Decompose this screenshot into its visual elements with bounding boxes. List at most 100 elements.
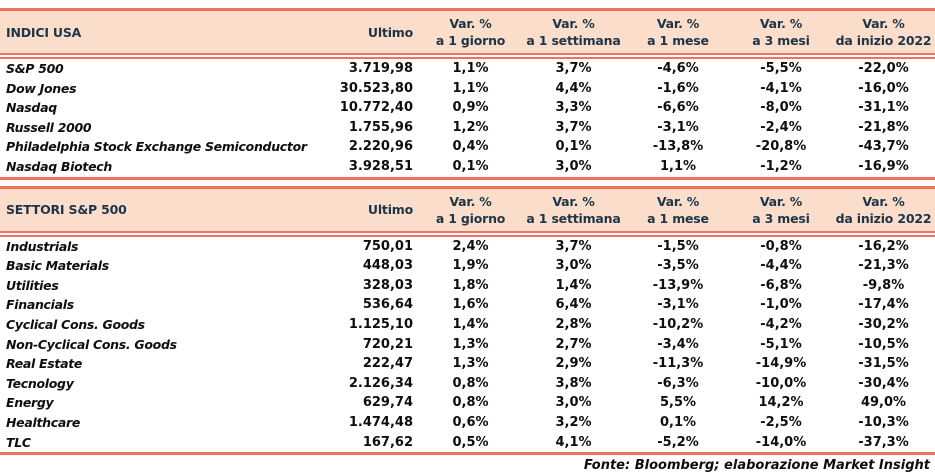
column-header-var-1-mese: Var. % a 1 mese — [626, 185, 730, 237]
var-value-3: -14,0% — [755, 434, 807, 450]
row-label: Industrials — [6, 238, 79, 254]
var-percent-label: Var. % — [552, 193, 595, 209]
var-value-1: 3,0% — [555, 258, 592, 274]
column-header-ultimo: Ultimo — [335, 185, 420, 237]
ultimo-value: 10.772,40 — [339, 100, 413, 116]
var-value-3: -20,8% — [755, 139, 807, 155]
var-value-0: 1,1% — [452, 80, 489, 96]
var-value-4: 49,0% — [860, 395, 907, 411]
var-value-3: -4,1% — [760, 80, 802, 96]
row-label: TLC — [6, 434, 31, 450]
var-value-1: 3,2% — [555, 414, 592, 430]
ultimo-value: 720,21 — [362, 336, 413, 352]
var-value-0: 1,2% — [452, 119, 489, 135]
column-header-var-1-giorno: Var. % a 1 giorno — [420, 185, 521, 237]
var-value-1: 2,9% — [555, 356, 592, 372]
section-title-settori-sp500: SETTORI S&P 500 — [0, 185, 335, 237]
column-header-var-1-settimana: Var. % a 1 settimana — [521, 185, 626, 237]
column-header-var-1-mese: Var. % a 1 mese — [626, 8, 730, 59]
var-value-3: -5,5% — [760, 61, 802, 76]
column-header-var-1-giorno: Var. % a 1 giorno — [420, 8, 521, 59]
row-label: Dow Jones — [6, 80, 77, 96]
var-value-4: -37,3% — [858, 434, 909, 450]
ultimo-value: 328,03 — [362, 277, 413, 293]
table-row: Utilities 328,03 1,8% 1,4% -13,9% -6,8% -9,8% — [0, 276, 935, 296]
var-value-0: 0,8% — [452, 395, 489, 411]
ultimo-value: 629,74 — [362, 395, 413, 411]
table-row: Energy 629,74 0,8% 3,0% 5,5% 14,2% 49,0% — [0, 393, 935, 413]
var-percent-label: Var. % — [449, 16, 492, 31]
var-period-label: a 1 settimana — [526, 33, 621, 48]
column-header-var-1-settimana: Var. % a 1 settimana — [521, 8, 626, 59]
var-value-1: 3,8% — [555, 375, 592, 391]
column-header-var-inizio-2022: Var. % da inizio 2022 — [832, 185, 935, 237]
var-value-4: -16,2% — [858, 238, 909, 254]
ultimo-value: 167,62 — [362, 434, 413, 450]
var-value-4: -43,7% — [858, 139, 909, 155]
var-period-label: a 1 settimana — [526, 210, 621, 226]
var-value-1: 3,7% — [555, 61, 592, 76]
table-row: Philadelphia Stock Exchange Semiconducto… — [0, 137, 935, 157]
table-row: Financials 536,64 1,6% 6,4% -3,1% -1,0% -17,4% — [0, 295, 935, 315]
var-value-1: 2,7% — [555, 336, 592, 352]
var-percent-label: Var. % — [552, 16, 595, 31]
table-row: S&P 500 3.719,98 1,1% 3,7% -4,6% -5,5% -22,0% — [0, 59, 935, 79]
var-period-label: da inizio 2022 — [835, 210, 932, 226]
indici-usa-body: S&P 500 3.719,98 1,1% 3,7% -4,6% -5,5% -22,0% D… — [0, 59, 935, 177]
ultimo-value: 3.719,98 — [348, 61, 413, 76]
row-label: Basic Materials — [6, 258, 109, 274]
var-value-4: -10,3% — [858, 414, 909, 430]
var-percent-label: Var. % — [656, 16, 700, 31]
row-label: Non-Cyclical Cons. Goods — [6, 336, 177, 352]
settori-sp500-body: Industrials 750,01 2,4% 3,7% -1,5% -0,8% -16,2… — [0, 237, 935, 453]
ultimo-value: 1.474,48 — [348, 414, 413, 430]
var-value-2: -13,8% — [652, 139, 704, 155]
var-value-0: 1,1% — [452, 61, 489, 76]
var-value-4: -22,0% — [858, 61, 909, 76]
row-label: Healthcare — [6, 414, 81, 430]
var-percent-label: Var. % — [759, 16, 803, 31]
var-value-1: 3,0% — [555, 395, 592, 411]
var-value-0: 1,3% — [452, 336, 489, 352]
var-value-2: -11,3% — [652, 356, 704, 372]
ultimo-value: 3.928,51 — [348, 158, 413, 174]
var-percent-label: Var. % — [862, 193, 905, 209]
column-header-var-inizio-2022: Var. % da inizio 2022 — [832, 8, 935, 59]
table-row: Nasdaq 10.772,40 0,9% 3,3% -6,6% -8,0% -31,1% — [0, 98, 935, 118]
var-value-0: 1,8% — [452, 277, 489, 293]
var-value-4: -21,8% — [858, 119, 909, 135]
row-label: Financials — [6, 297, 74, 313]
ultimo-value: 222,47 — [362, 356, 413, 372]
var-value-3: -2,5% — [760, 414, 802, 430]
var-value-4: -31,1% — [858, 100, 909, 116]
var-value-0: 1,9% — [452, 258, 489, 274]
var-value-2: 5,5% — [659, 395, 697, 411]
var-period-label: a 3 mesi — [752, 210, 810, 226]
var-value-3: -8,0% — [760, 100, 802, 116]
var-value-2: -5,2% — [657, 434, 699, 450]
var-value-0: 0,8% — [452, 375, 489, 391]
var-value-4: -17,4% — [858, 297, 909, 313]
var-value-3: -14,9% — [755, 356, 807, 372]
table-row: Tecnology 2.126,34 0,8% 3,8% -6,3% -10,0% -30,… — [0, 374, 935, 394]
var-value-0: 0,9% — [452, 100, 489, 116]
row-label: Energy — [6, 395, 54, 411]
column-header-ultimo: Ultimo — [335, 8, 420, 59]
var-value-2: -3,1% — [657, 119, 699, 135]
var-percent-label: Var. % — [759, 193, 803, 209]
table-row: Cyclical Cons. Goods 1.125,10 1,4% 2,8% -10,… — [0, 315, 935, 335]
var-period-label: da inizio 2022 — [835, 33, 932, 48]
var-value-1: 3,7% — [555, 119, 592, 135]
var-value-3: 14,2% — [758, 395, 804, 411]
ultimo-value: 1.125,10 — [348, 316, 413, 332]
row-label: Philadelphia Stock Exchange Semiconducto… — [6, 139, 307, 155]
var-value-1: 3,3% — [555, 100, 592, 116]
row-label: Tecnology — [6, 375, 74, 391]
ultimo-value: 448,03 — [362, 258, 413, 274]
var-value-0: 1,6% — [452, 297, 489, 313]
var-value-3: -10,0% — [755, 375, 807, 391]
table-row: Dow Jones 30.523,80 1,1% 4,4% -1,6% -4,1% -16,… — [0, 79, 935, 99]
var-value-0: 0,4% — [452, 139, 489, 155]
var-value-4: -31,5% — [858, 356, 909, 372]
column-header-var-3-mesi: Var. % a 3 mesi — [730, 185, 832, 237]
